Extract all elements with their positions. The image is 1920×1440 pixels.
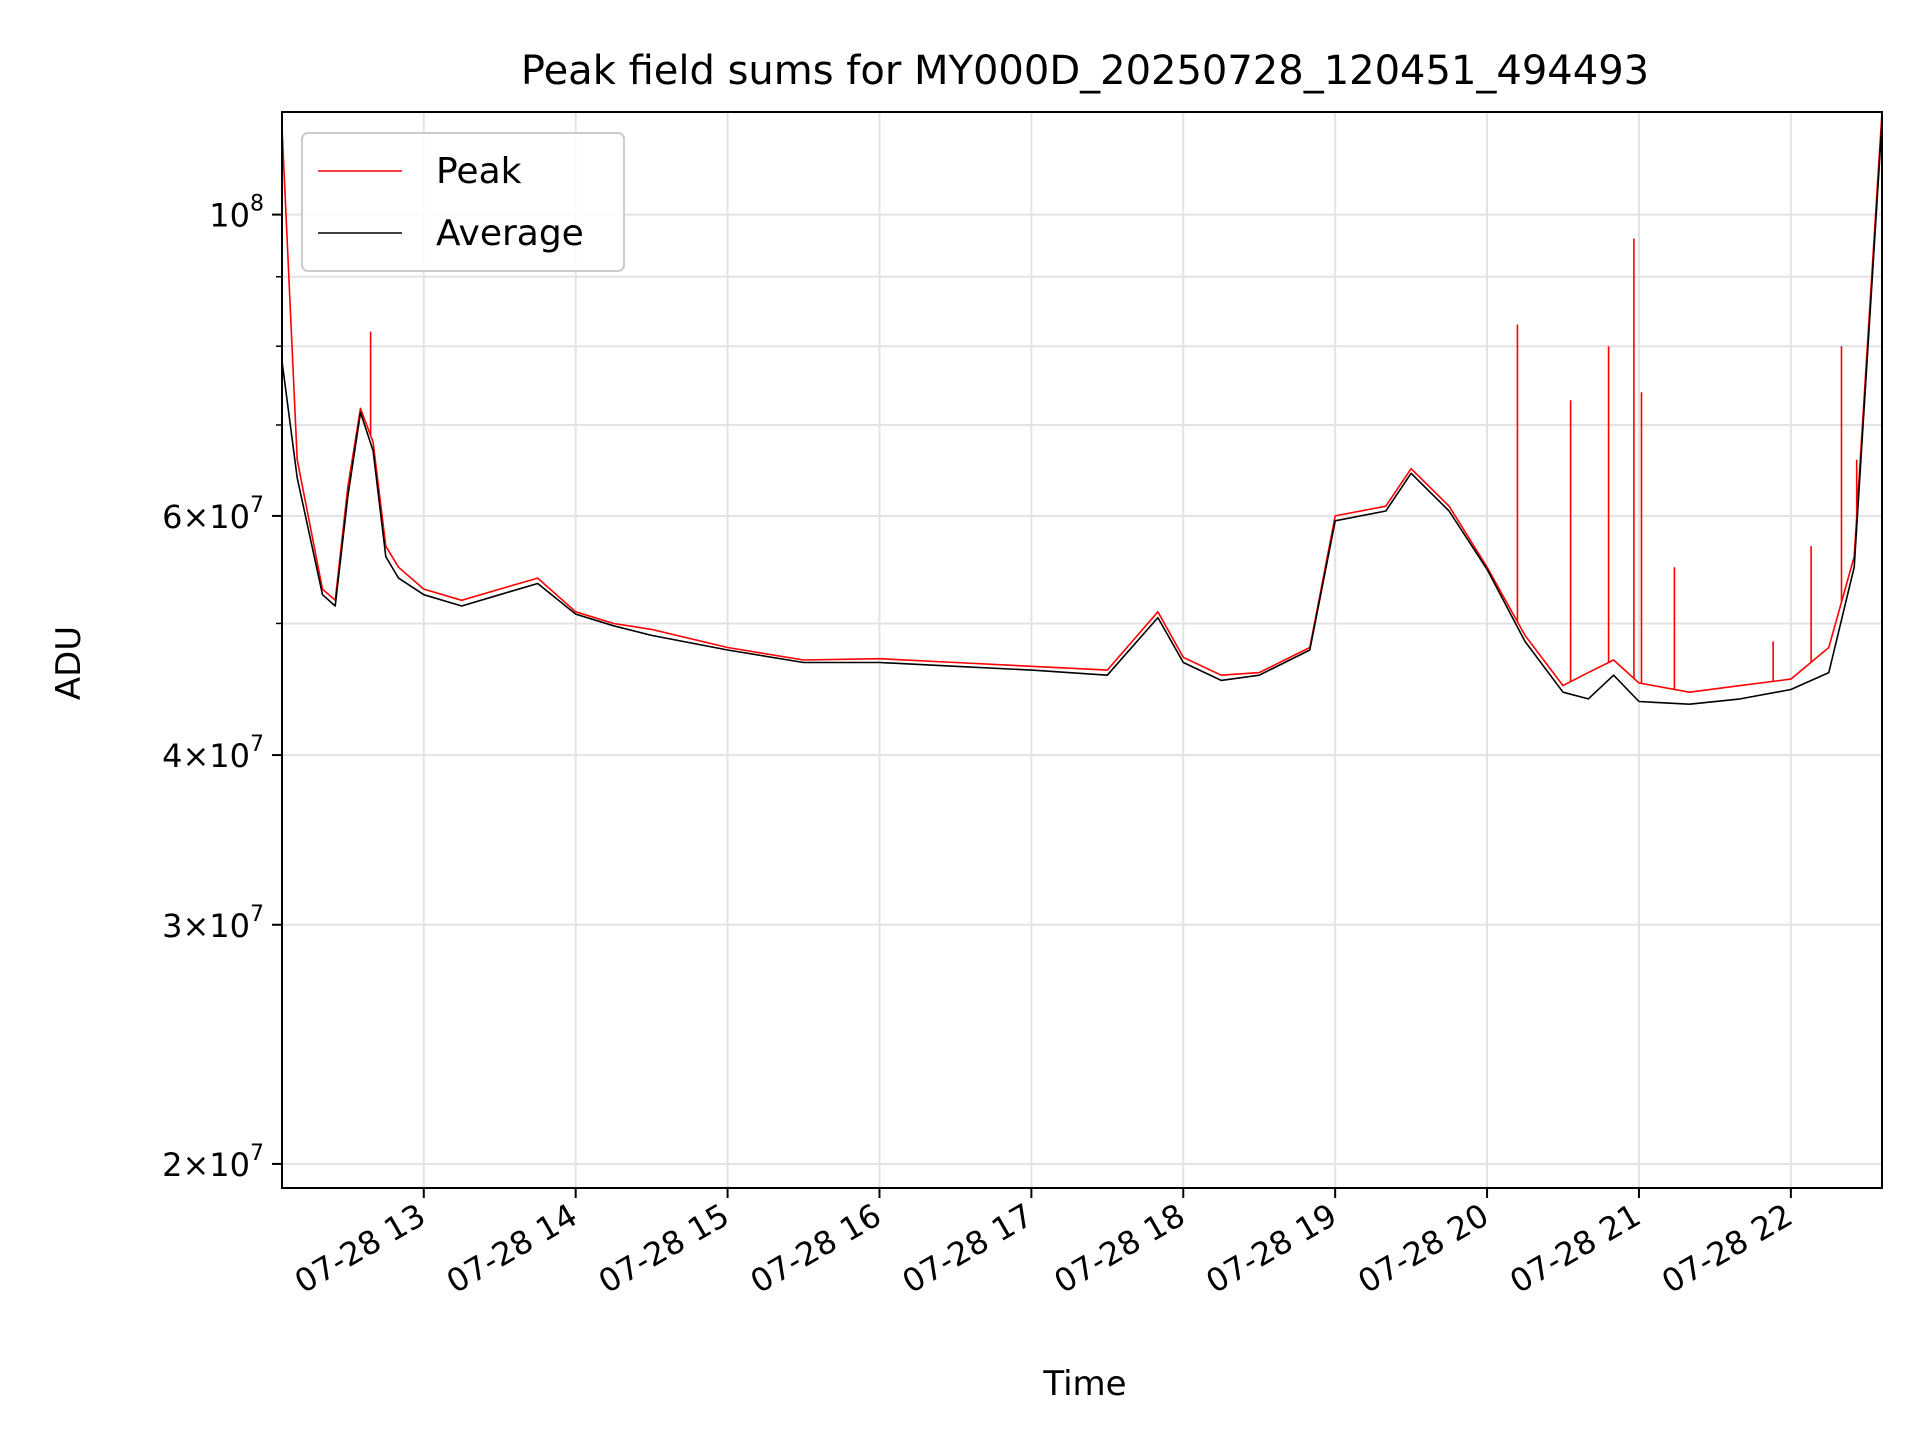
x-tick-label: 07-28 21 (1503, 1196, 1647, 1301)
x-tick-label: 07-28 14 (440, 1196, 584, 1301)
x-tick-label: 07-28 19 (1200, 1196, 1344, 1301)
axes: 07-28 13 07-28 14 07-28 15 07-28 16 07-28 17… (162, 111, 1883, 1301)
legend-label: Peak (436, 151, 522, 192)
legend-label: Average (436, 213, 584, 254)
x-tick-label: 07-28 16 (744, 1196, 888, 1301)
series-line-peak (281, 111, 1883, 694)
series-line-average (281, 121, 1883, 706)
y-tick-label: 2×107 (162, 1141, 264, 1184)
y-tick-label: 3×107 (162, 902, 264, 945)
x-tick-label: 07-28 17 (896, 1196, 1040, 1301)
x-tick-label: 07-28 20 (1351, 1196, 1495, 1301)
y-tick-label: 108 (209, 192, 264, 235)
y-tick-label: 4×107 (162, 732, 264, 775)
y-tick-label: 6×107 (162, 493, 264, 536)
legend-box (301, 132, 625, 272)
chart-title: Peak field sums for MY000D_20250728_1204… (521, 48, 1649, 94)
x-tick-label: 07-28 13 (288, 1196, 432, 1301)
legend: Peak Average (301, 132, 625, 272)
x-tick-label: 07-28 18 (1048, 1196, 1192, 1301)
series-layer (281, 111, 1883, 706)
x-tick-label: 07-28 15 (592, 1196, 736, 1301)
x-tick-label: 07-28 22 (1655, 1196, 1799, 1301)
y-axis-label: ADU (49, 626, 89, 700)
plot-frame (281, 111, 1883, 1189)
x-axis-label: Time (1042, 1364, 1126, 1404)
